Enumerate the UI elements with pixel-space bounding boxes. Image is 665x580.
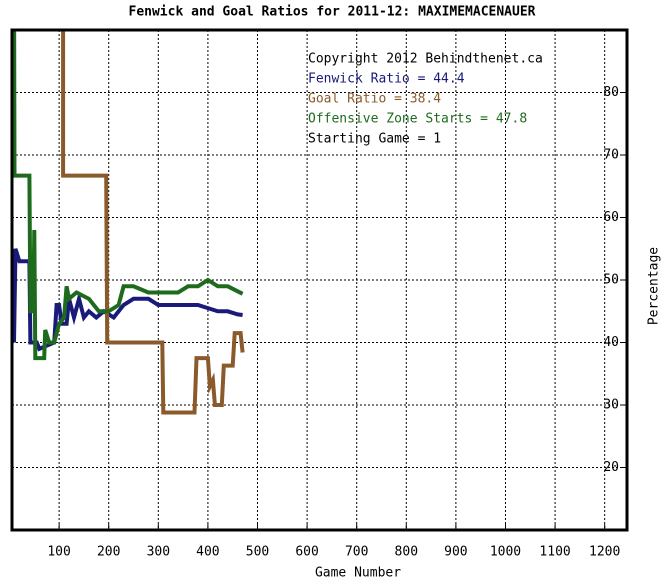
x-tick-label: 800 xyxy=(395,545,418,560)
annotation: Offensive Zone Starts = 47.8 xyxy=(308,112,527,127)
x-tick-label: 600 xyxy=(295,545,318,560)
y-axis-label: Percentage xyxy=(647,247,662,325)
x-tick-label: 200 xyxy=(97,545,120,560)
series-line xyxy=(61,30,245,415)
chart-title: Fenwick and Goal Ratios for 2011-12: MAX… xyxy=(129,5,536,20)
y-tick-label: 70 xyxy=(603,148,619,163)
plot-area xyxy=(12,30,627,530)
y-tick-label: 30 xyxy=(603,398,619,413)
y-tick-label: 20 xyxy=(603,460,619,475)
x-axis-label: Game Number xyxy=(315,566,401,580)
x-tick-label: 500 xyxy=(246,545,269,560)
x-tick-label: 1000 xyxy=(490,545,521,560)
x-tick-label: 1200 xyxy=(589,545,620,560)
y-tick-label: 40 xyxy=(603,335,619,350)
x-tick-label: 900 xyxy=(444,545,467,560)
x-tick-label: 100 xyxy=(47,545,70,560)
annotation: Copyright 2012 Behindthenet.ca xyxy=(308,52,543,67)
series-line xyxy=(12,30,244,361)
x-tick-label: 1100 xyxy=(539,545,570,560)
annotation: Goal Ratio = 38.4 xyxy=(308,92,441,107)
x-tick-label: 300 xyxy=(147,545,170,560)
annotation: Fenwick Ratio = 44.4 xyxy=(308,72,465,87)
y-tick-label: 50 xyxy=(603,273,619,288)
x-tick-label: 700 xyxy=(345,545,368,560)
y-tick-label: 80 xyxy=(603,85,619,100)
y-tick-label: 60 xyxy=(603,210,619,225)
annotation: Starting Game = 1 xyxy=(308,132,441,147)
x-tick-label: 400 xyxy=(196,545,219,560)
